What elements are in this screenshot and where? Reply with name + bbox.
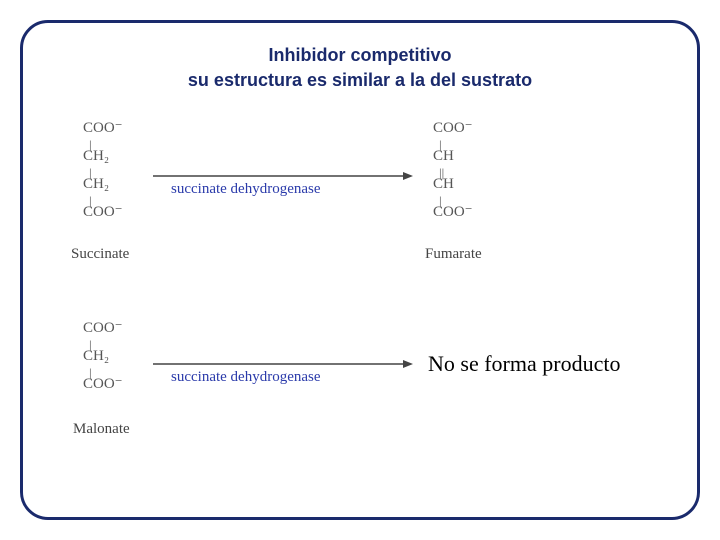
grp: COO⁻ — [83, 377, 123, 394]
grp: CH — [433, 177, 473, 194]
reaction-arrow-1 — [153, 171, 413, 172]
title-line2: su estructura es similar a la del sustra… — [23, 68, 697, 93]
title-line1: Inhibidor competitivo — [23, 43, 697, 68]
molecule-malonate: COO⁻ | CH₂ | COO⁻ — [83, 321, 123, 394]
molecule-fumarate: COO⁻ | CH || CH | COO⁻ — [433, 121, 473, 222]
enzyme-label-2: succinate dehydrogenase — [171, 369, 321, 386]
molecule-name-succinate: Succinate — [71, 246, 129, 263]
slide-frame: Inhibidor competitivo su estructura es s… — [20, 20, 700, 520]
molecule-name-malonate: Malonate — [73, 421, 130, 438]
grp: CH₂ — [83, 177, 123, 194]
grp: COO⁻ — [433, 205, 473, 222]
diagram-area: COO⁻ | CH₂ | CH₂ | COO⁻ Succinate COO⁻ |… — [23, 111, 697, 491]
title-block: Inhibidor competitivo su estructura es s… — [23, 43, 697, 93]
grp: CH — [433, 149, 473, 166]
grp: COO⁻ — [83, 121, 123, 138]
enzyme-label-1: succinate dehydrogenase — [171, 181, 321, 198]
result-text: No se forma producto — [428, 351, 620, 377]
grp: CH₂ — [83, 349, 123, 366]
molecule-succinate: COO⁻ | CH₂ | CH₂ | COO⁻ — [83, 121, 123, 222]
grp: COO⁻ — [433, 121, 473, 138]
reaction-arrow-2 — [153, 359, 413, 360]
grp: CH₂ — [83, 149, 123, 166]
grp: COO⁻ — [83, 205, 123, 222]
grp: COO⁻ — [83, 321, 123, 338]
molecule-name-fumarate: Fumarate — [425, 246, 482, 263]
